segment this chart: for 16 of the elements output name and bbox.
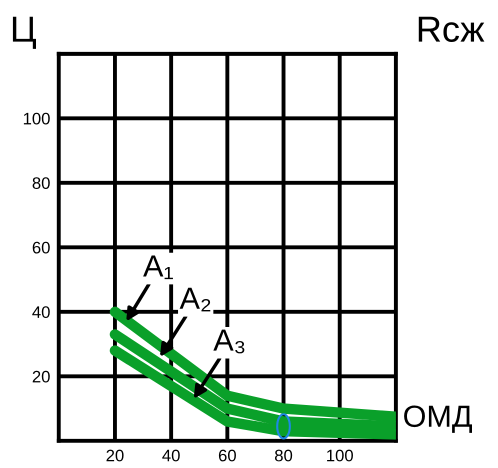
y-tick-label: 80 (32, 177, 50, 190)
y-tick-label: 100 (24, 112, 50, 125)
x-tick-label: 60 (218, 450, 236, 462)
annotation: A₂ (180, 288, 210, 312)
y-axis-title: Ц (12, 16, 36, 49)
x-tick-label: 80 (274, 450, 292, 462)
annotation: A₁ (143, 255, 173, 280)
y-tick-label: 20 (32, 370, 50, 383)
x-axis-title: ОМД (404, 405, 472, 433)
x-tick-label: 100 (327, 450, 353, 462)
x-tick-label: 40 (162, 450, 180, 462)
y2-axis-title: Rсж (418, 16, 484, 42)
annotation: A₃ (213, 330, 244, 354)
y-tick-label: 60 (32, 242, 50, 254)
y-tick-label: 40 (32, 306, 50, 318)
x-tick-label: 20 (106, 450, 124, 462)
